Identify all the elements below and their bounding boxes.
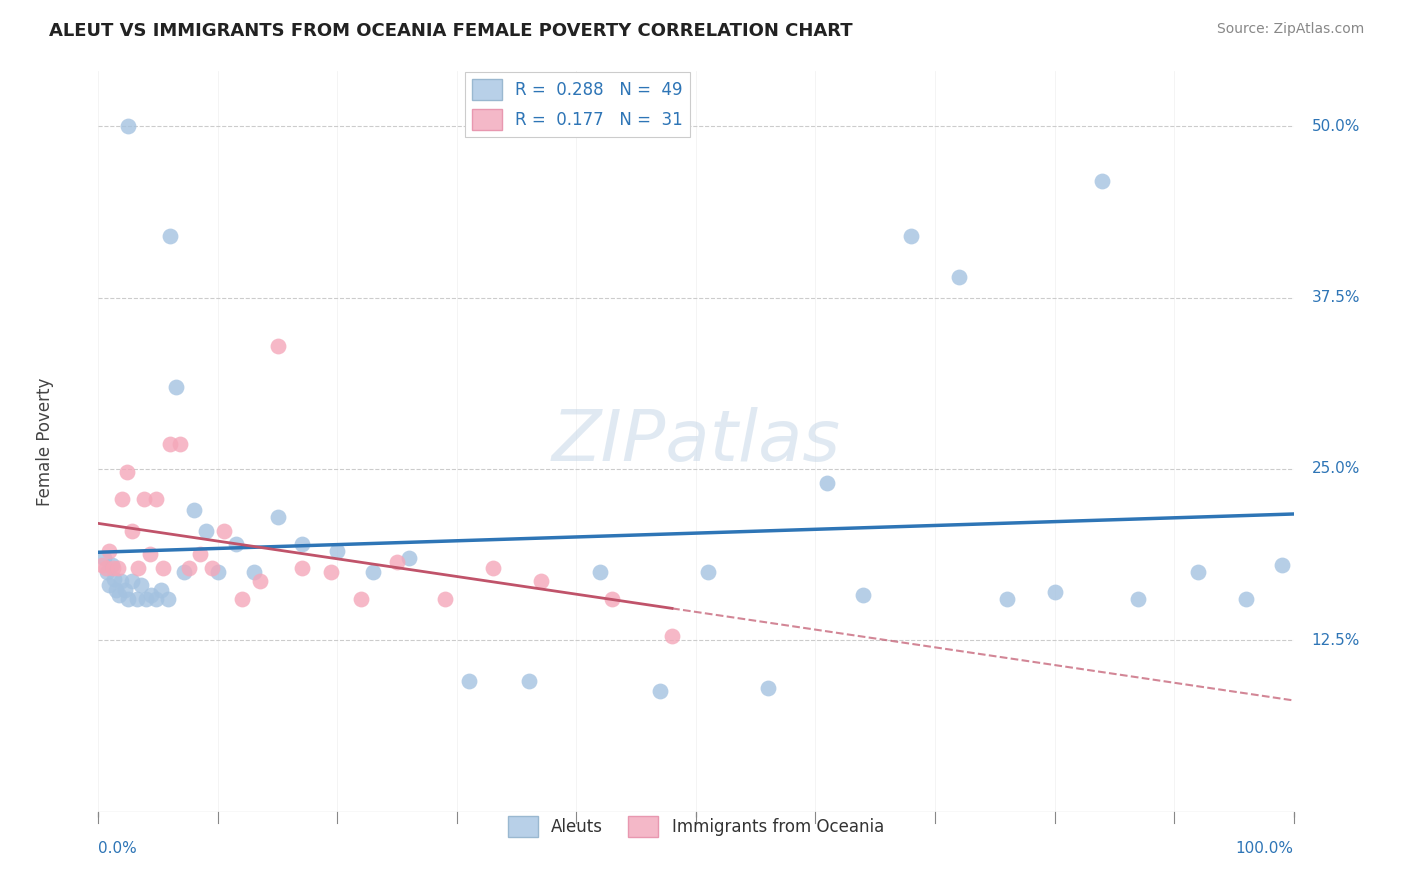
Point	[1187, 565, 1209, 579]
Text: 100.0%: 100.0%	[1236, 841, 1294, 856]
Point	[249, 574, 271, 589]
Point	[434, 592, 457, 607]
Point	[114, 582, 136, 597]
Point	[121, 524, 143, 538]
Point	[201, 560, 224, 574]
Point	[183, 503, 205, 517]
Point	[852, 588, 875, 602]
Point	[110, 574, 132, 589]
Point	[149, 582, 172, 597]
Legend: Aleuts, Immigrants from Oceania: Aleuts, Immigrants from Oceania	[502, 809, 890, 844]
Text: ZIPatlas: ZIPatlas	[551, 407, 841, 476]
Point	[458, 674, 481, 689]
Point	[1271, 558, 1294, 572]
Point	[145, 492, 167, 507]
Point	[231, 592, 253, 607]
Point	[1128, 592, 1150, 607]
Point	[107, 560, 129, 574]
Point	[188, 547, 211, 561]
Point	[756, 681, 779, 696]
Point	[139, 547, 162, 561]
Point	[291, 537, 314, 551]
Point	[115, 465, 138, 479]
Point	[267, 338, 290, 352]
Point	[697, 565, 720, 579]
Point	[661, 629, 683, 643]
Point	[91, 558, 114, 572]
Point	[100, 558, 122, 572]
Point	[93, 551, 115, 566]
Point	[111, 492, 134, 507]
Point	[101, 560, 124, 574]
Point	[243, 565, 266, 579]
Point	[107, 588, 129, 602]
Point	[267, 510, 290, 524]
Point	[173, 565, 195, 579]
Point	[127, 560, 149, 574]
Point	[385, 555, 409, 569]
Point	[291, 560, 314, 574]
Text: 25.0%: 25.0%	[1312, 461, 1360, 476]
Point	[948, 270, 970, 285]
Point	[159, 228, 181, 243]
Point	[1043, 585, 1066, 599]
Point	[589, 565, 612, 579]
Point	[481, 560, 505, 574]
Point	[363, 565, 385, 579]
Point	[1091, 174, 1114, 188]
Point	[125, 592, 148, 607]
Point	[207, 565, 229, 579]
Point	[98, 578, 121, 592]
Text: Source: ZipAtlas.com: Source: ZipAtlas.com	[1216, 22, 1364, 37]
Point	[225, 537, 247, 551]
Text: 50.0%: 50.0%	[1312, 119, 1360, 134]
Point	[350, 592, 373, 607]
Point	[326, 544, 349, 558]
Point	[195, 524, 218, 538]
Point	[131, 578, 153, 592]
Point	[152, 560, 174, 574]
Point	[1234, 592, 1257, 607]
Point	[145, 592, 167, 607]
Point	[139, 588, 162, 602]
Point	[94, 560, 117, 574]
Point	[517, 674, 540, 689]
Point	[103, 572, 125, 586]
Point	[132, 492, 155, 507]
Point	[815, 475, 838, 490]
Point	[121, 574, 143, 589]
Point	[602, 592, 624, 607]
Point	[117, 119, 139, 133]
Text: 12.5%: 12.5%	[1312, 632, 1360, 648]
Point	[96, 565, 118, 579]
Point	[212, 524, 235, 538]
Point	[530, 574, 553, 589]
Point	[648, 684, 672, 698]
Point	[135, 592, 157, 607]
Text: Female Poverty: Female Poverty	[35, 377, 53, 506]
Point	[900, 228, 922, 243]
Point	[165, 380, 187, 394]
Text: ALEUT VS IMMIGRANTS FROM OCEANIA FEMALE POVERTY CORRELATION CHART: ALEUT VS IMMIGRANTS FROM OCEANIA FEMALE …	[49, 22, 853, 40]
Text: 37.5%: 37.5%	[1312, 290, 1360, 305]
Text: 0.0%: 0.0%	[98, 841, 138, 856]
Point	[156, 592, 179, 607]
Point	[169, 437, 191, 451]
Point	[117, 592, 139, 607]
Point	[159, 437, 181, 451]
Point	[995, 592, 1018, 607]
Point	[105, 582, 128, 597]
Point	[98, 544, 121, 558]
Point	[321, 565, 343, 579]
Point	[179, 560, 201, 574]
Point	[398, 551, 420, 566]
